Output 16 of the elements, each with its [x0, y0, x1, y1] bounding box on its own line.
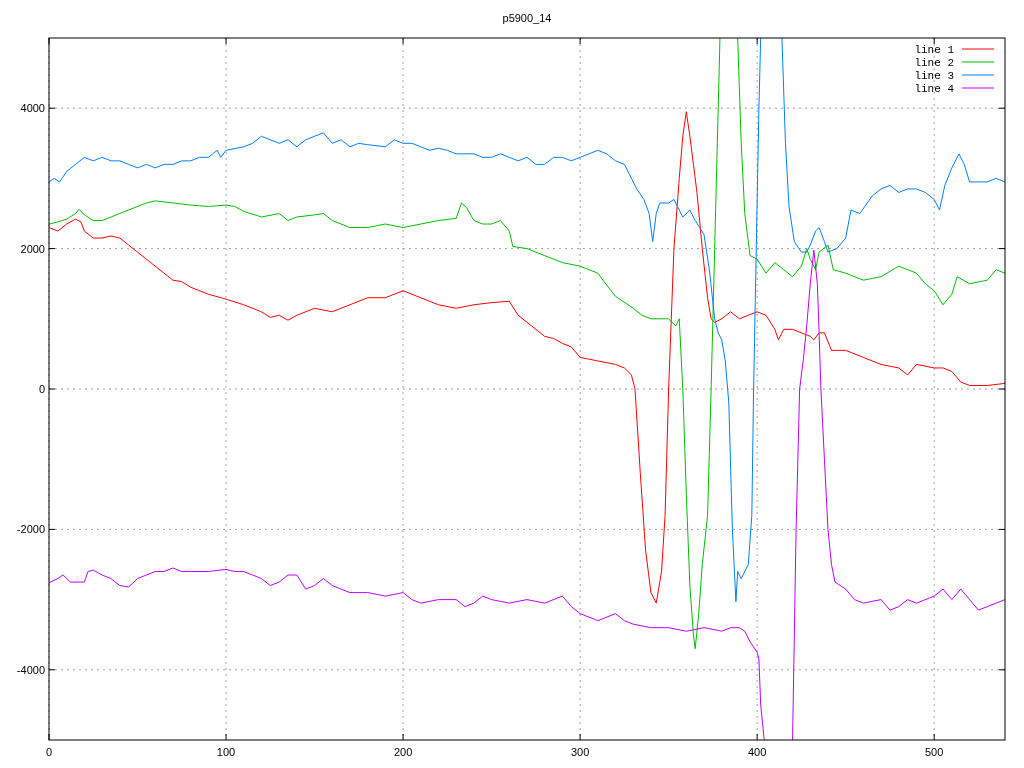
legend-label: line 3 — [914, 70, 954, 82]
legend-label: line 2 — [914, 57, 954, 69]
x-tick-label: 200 — [393, 746, 413, 758]
chart-title: p5900_14 — [502, 12, 552, 24]
y-tick-label: 2000 — [20, 242, 45, 255]
x-tick-label: 500 — [925, 746, 944, 758]
y-tick-label: 0 — [38, 383, 45, 395]
x-tick-label: 100 — [216, 746, 236, 758]
y-tick-label: -4000 — [16, 663, 45, 676]
x-tick-label: 400 — [747, 746, 767, 758]
y-tick-label: -2000 — [16, 523, 45, 536]
y-tick-label: 4000 — [20, 102, 45, 115]
x-tick-label: 0 — [45, 746, 53, 758]
x-tick-label: 300 — [570, 746, 590, 758]
legend-label: line 4 — [914, 83, 955, 95]
legend-label: line 1 — [914, 44, 955, 56]
